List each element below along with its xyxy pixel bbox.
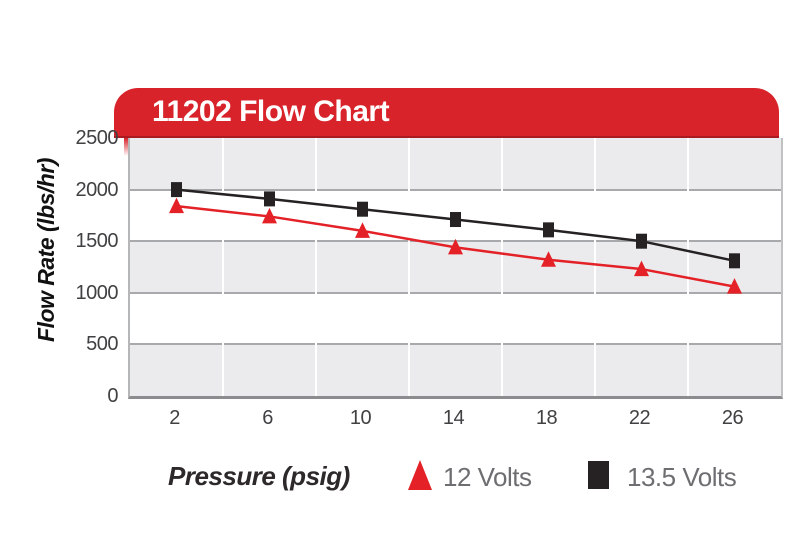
banner-left-tail-decoration <box>124 138 128 156</box>
chart-title-banner: 11202 Flow Chart <box>114 88 779 138</box>
horizontal-gridline <box>130 188 781 191</box>
chart-title: 11202 Flow Chart <box>152 95 390 128</box>
triangle-data-marker <box>541 251 556 267</box>
plot-area <box>128 138 783 399</box>
y-tick-label: 0 <box>107 385 118 407</box>
triangle-data-marker <box>355 222 370 238</box>
square-data-marker <box>636 233 647 249</box>
legend-label-12-volts: 12 Volts <box>443 462 532 492</box>
vertical-gridline <box>222 138 224 396</box>
triangle-data-marker <box>262 207 277 224</box>
square-data-marker <box>729 253 740 269</box>
y-tick-label: 1000 <box>75 281 119 304</box>
x-tick-label: 6 <box>262 407 273 429</box>
vertical-gridline <box>315 138 317 396</box>
triangle-data-marker <box>727 278 742 294</box>
square-data-marker <box>171 182 182 198</box>
triangle-data-marker <box>448 238 463 255</box>
x-tick-label: 18 <box>535 407 558 429</box>
square-data-marker <box>264 191 275 207</box>
triangle-data-marker <box>169 197 184 214</box>
vertical-gridline <box>408 138 410 396</box>
legend-label-13-5-volts: 13.5 Volts <box>627 462 737 492</box>
square-data-marker <box>357 201 368 217</box>
y-tick-label: 2500 <box>75 127 119 149</box>
triangle-data-marker <box>634 260 649 277</box>
series-layer <box>169 182 742 294</box>
vertical-gridline <box>594 138 596 396</box>
vertical-gridline <box>687 138 689 396</box>
x-tick-label: 22 <box>628 407 651 429</box>
x-tick-label: 10 <box>349 407 372 429</box>
square-data-marker <box>543 222 554 238</box>
legend-square-marker-icon <box>588 461 609 489</box>
x-tick-label: 2 <box>169 407 180 429</box>
horizontal-gridline <box>130 291 781 294</box>
plot-band <box>130 138 781 190</box>
x-tick-label: 14 <box>442 407 465 429</box>
plot-band <box>130 344 781 396</box>
x-axis-title: Pressure (psig) <box>168 461 350 491</box>
y-tick-label: 1500 <box>75 230 119 253</box>
square-data-marker <box>450 212 461 228</box>
x-tick-label: 26 <box>721 407 744 429</box>
vertical-gridline <box>501 138 503 396</box>
horizontal-gridline <box>130 343 781 346</box>
y-tick-label: 500 <box>86 333 118 356</box>
legend-triangle-marker-icon <box>408 460 432 490</box>
y-tick-label: 2000 <box>75 178 119 201</box>
